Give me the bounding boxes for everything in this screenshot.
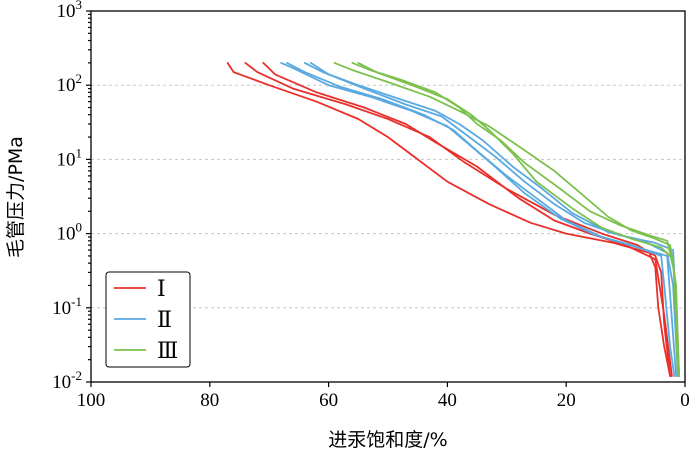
x-tick-labels: 100 80 60 40 20 0 <box>77 390 690 411</box>
series-line <box>309 62 680 378</box>
x-tick-label: 0 <box>680 390 690 411</box>
y-axis-title: 毛管压力/PMa <box>5 136 27 258</box>
series-line <box>333 62 680 378</box>
plot-frame <box>90 10 686 383</box>
x-tick-label: 40 <box>438 390 457 411</box>
legend-label: Ⅰ <box>157 276 166 301</box>
x-tick-label: 100 <box>77 390 106 411</box>
legend: Ⅰ Ⅱ Ⅲ <box>105 271 191 368</box>
x-axis-title: 进汞饱和度/% <box>328 429 447 451</box>
series-line <box>280 62 676 378</box>
axis-ticks <box>86 10 686 387</box>
y-tick-label: 10-1 <box>52 294 82 319</box>
y-tick-label: 101 <box>57 145 83 170</box>
y-tick-label: 102 <box>57 71 83 96</box>
grid-lines <box>91 84 685 309</box>
series-line <box>226 62 671 378</box>
x-tick-label: 80 <box>200 390 219 411</box>
series-line <box>303 62 679 378</box>
series-lines <box>226 62 680 378</box>
x-tick-label: 60 <box>319 390 338 411</box>
x-tick-label: 20 <box>557 390 576 411</box>
legend-box <box>105 271 191 368</box>
y-tick-label: 100 <box>57 220 83 245</box>
legend-label: Ⅱ <box>157 307 172 332</box>
series-line <box>357 62 680 378</box>
series-line <box>262 62 673 378</box>
series-line <box>351 62 679 378</box>
series-line <box>286 62 677 378</box>
y-tick-label: 103 <box>57 0 83 22</box>
y-tick-labels: 10-2 10-1 100 101 102 103 <box>52 0 82 393</box>
legend-label: Ⅲ <box>157 338 178 363</box>
y-tick-label: 10-2 <box>52 368 82 393</box>
